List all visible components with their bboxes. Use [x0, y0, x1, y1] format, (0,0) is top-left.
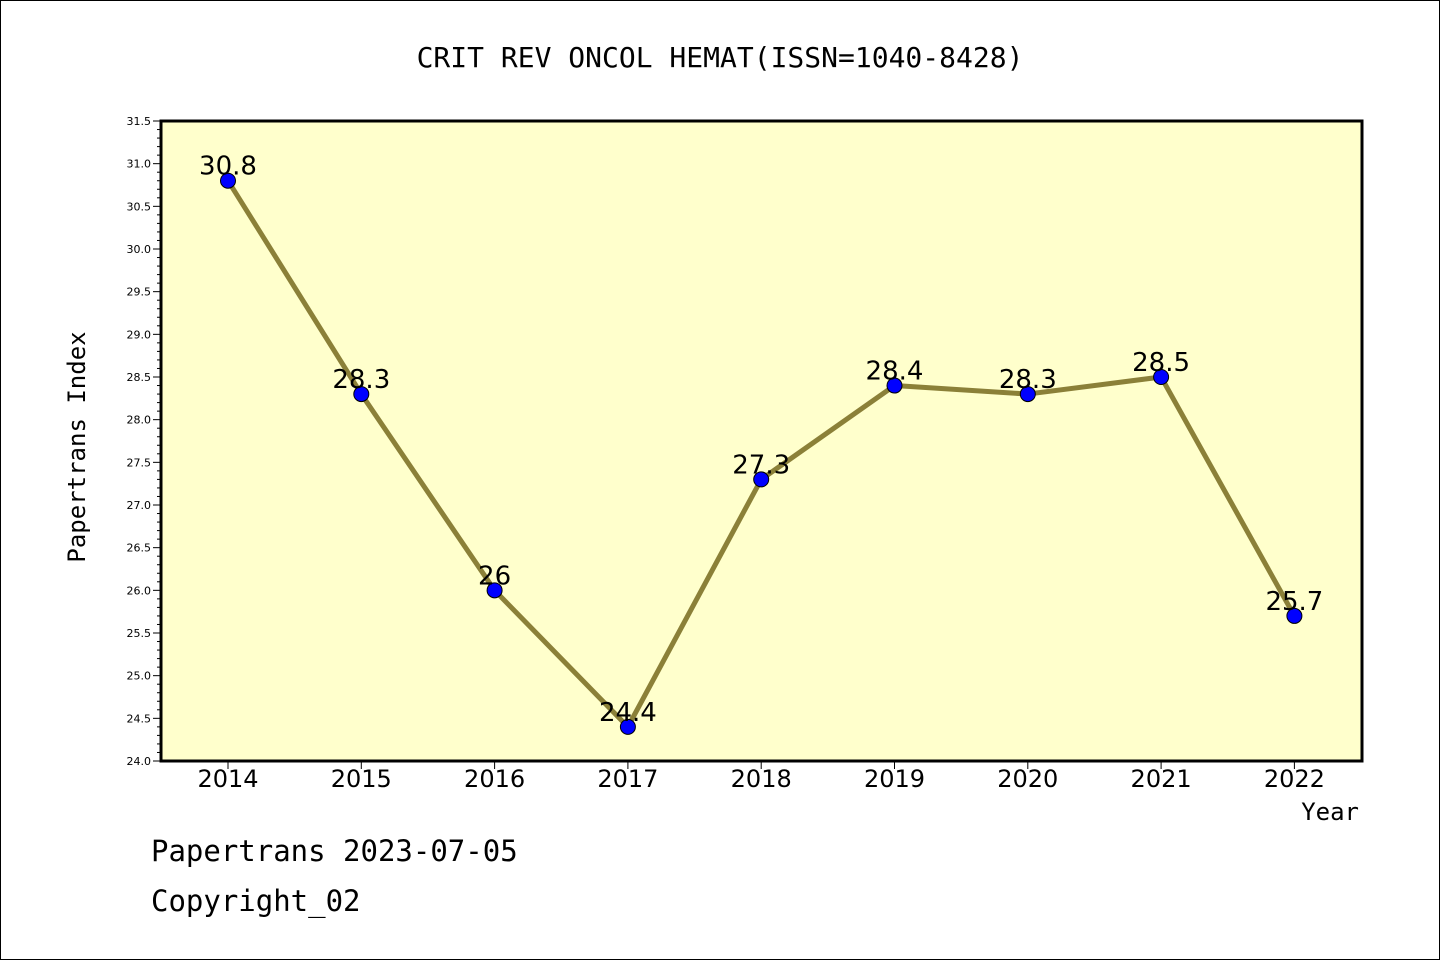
x-tick-label: 2021	[1131, 765, 1192, 793]
y-tick-label: 24.0	[127, 755, 152, 768]
data-point	[1286, 607, 1303, 624]
plot-area	[159, 119, 1364, 763]
y-tick-label: 25.5	[127, 627, 152, 640]
data-point	[220, 172, 236, 189]
y-tick-label: 24.5	[127, 712, 152, 725]
data-label: 25.7	[1265, 587, 1323, 617]
data-point	[1153, 369, 1170, 385]
data-point	[619, 718, 636, 735]
data-point	[886, 377, 903, 394]
y-tick-label: 31.5	[127, 115, 152, 128]
y-tick-label: 29.5	[127, 286, 152, 299]
data-label: 28.3	[332, 365, 390, 395]
footer-copyright: Copyright_02	[151, 884, 361, 918]
y-tick-label: 28.5	[127, 371, 152, 384]
data-label: 24.4	[599, 698, 657, 728]
x-tick-label: 2020	[997, 765, 1058, 793]
y-tick-label: 28.0	[127, 414, 152, 427]
x-tick-label: 2015	[331, 765, 392, 793]
data-point	[353, 386, 370, 403]
data-label: 28.5	[1132, 348, 1190, 378]
data-point	[753, 471, 770, 488]
y-tick-label: 26.5	[127, 542, 152, 555]
y-tick-label: 30.0	[127, 243, 152, 256]
y-tick-label: 27.0	[127, 499, 152, 512]
y-axis-label: Papertrans Index	[63, 331, 91, 562]
data-label: 30.8	[199, 152, 257, 182]
data-label: 26	[478, 561, 511, 591]
x-tick-label: 2022	[1264, 765, 1325, 793]
chart-marks: 24.0 24.5 25.0 25.5 26.0 26.5 27.0 27.5 28.0 28.5…	[127, 115, 1325, 793]
data-label: 27.3	[732, 450, 790, 480]
footer-date: Papertrans 2023-07-05	[151, 834, 518, 868]
data-point	[1019, 386, 1036, 403]
x-tick-label: 2017	[597, 765, 658, 793]
x-tick-label: 2018	[731, 765, 792, 793]
y-tick-label: 26.0	[127, 584, 152, 597]
y-tick-label: 30.5	[127, 200, 152, 213]
x-axis-label: Year	[1301, 798, 1359, 826]
y-tick-label: 25.0	[127, 670, 152, 683]
y-tick-label: 29.0	[127, 328, 152, 341]
x-tick-label: 2014	[197, 765, 258, 793]
y-tick-label: 31.0	[127, 158, 152, 171]
data-label: 28.4	[866, 357, 924, 387]
y-tick-label: 27.5	[127, 456, 152, 469]
chart-title: CRIT REV ONCOL HEMAT(ISSN=1040-8428)	[417, 41, 1024, 74]
x-tick-label: 2019	[864, 765, 925, 793]
data-point	[486, 582, 503, 599]
data-label: 28.3	[999, 365, 1057, 395]
x-tick-label: 2016	[464, 765, 525, 793]
